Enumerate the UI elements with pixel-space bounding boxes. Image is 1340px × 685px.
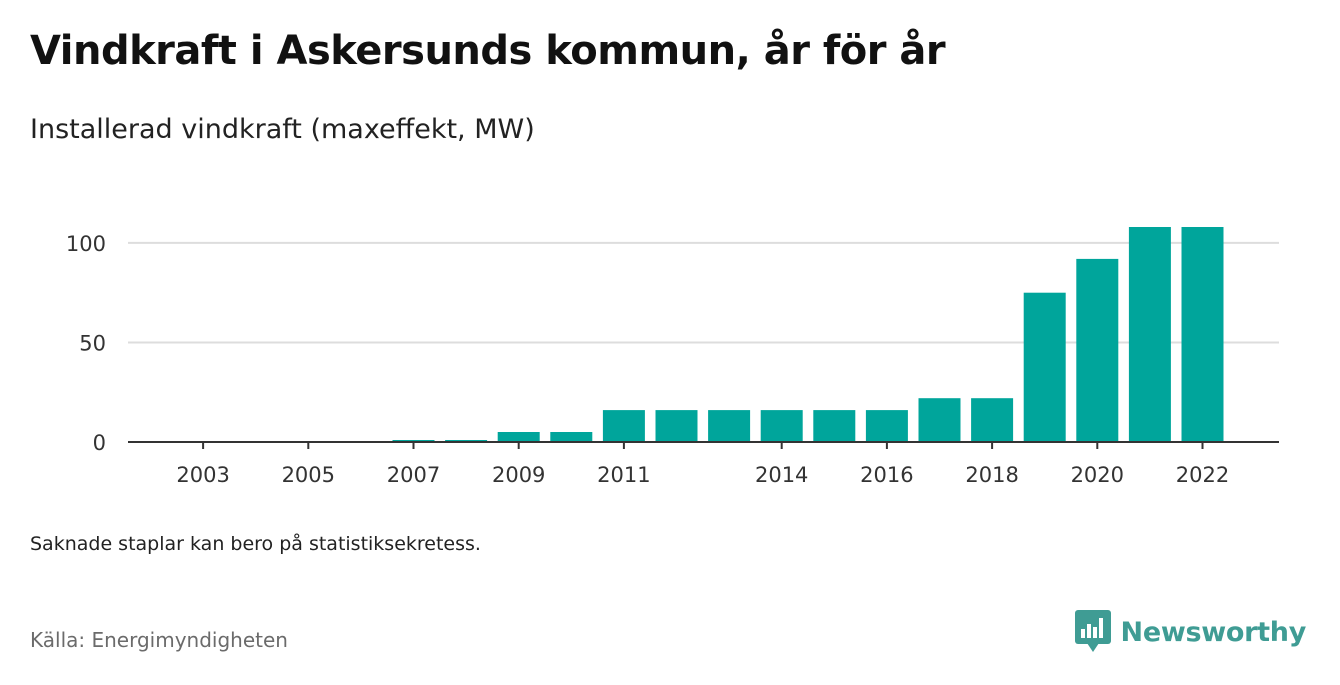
brand-name: Newsworthy [1120,616,1307,648]
bar-2021 [1128,227,1171,442]
x-tick-label: 2018 [965,463,1018,487]
x-tick-label: 2022 [1176,463,1229,487]
x-tick-label: 2020 [1071,463,1124,487]
footnote: Saknade staplar kan bero på statistiksek… [30,533,481,555]
brand-logo: Newsworthy [1074,610,1307,654]
bar-2010 [550,432,593,442]
bar-2022 [1181,227,1224,442]
chart-title: Vindkraft i Askersunds kommun, år för år [30,28,946,74]
bar-2017 [918,398,961,442]
y-tick-label: 100 [66,232,106,256]
bar-2020 [1076,258,1119,442]
bar-2019 [1023,292,1066,442]
newsworthy-chart-bubble-icon [1074,610,1111,652]
x-tick-label: 2007 [387,463,440,487]
bar-2016 [865,410,908,442]
bar-2009 [497,432,540,442]
chart-subtitle: Installerad vindkraft (maxeffekt, MW) [30,114,535,145]
x-tick-label: 2011 [597,463,650,487]
bar-2018 [971,398,1014,442]
x-tick-label: 2003 [176,463,229,487]
bar-2011 [602,410,645,442]
axes: 0 50 100 2003 2005 2007 2009 2011 2014 2016 2018 20… [66,232,1279,487]
bar-2015 [813,410,856,442]
source-credit: Källa: Energimyndigheten [30,628,288,652]
bars [392,227,1224,442]
y-tick-label: 0 [93,431,106,455]
bar-2013 [708,410,751,442]
y-tick-label: 50 [79,331,106,355]
x-tick-label: 2014 [755,463,808,487]
bar-2012 [655,410,698,442]
bar-2014 [760,410,803,442]
x-tick-label: 2009 [492,463,545,487]
x-tick-label: 2005 [282,463,335,487]
x-tick-label: 2016 [860,463,913,487]
